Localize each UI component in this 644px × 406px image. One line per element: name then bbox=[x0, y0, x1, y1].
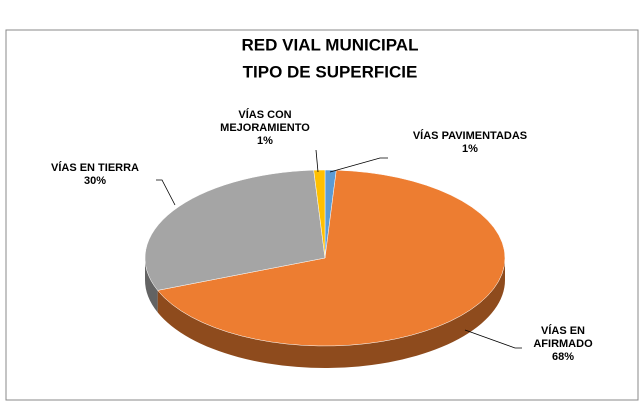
data-label: VÍAS PAVIMENTADAS 1% bbox=[412, 130, 528, 155]
chart-title: RED VIAL MUNICIPAL bbox=[242, 35, 419, 54]
leader-lines bbox=[156, 149, 522, 349]
chart-title: TIPO DE SUPERFICIE bbox=[243, 62, 418, 81]
data-label: VÍAS EN TIERRA 30% bbox=[50, 162, 139, 187]
data-label: VÍAS EN AFIRMADO 68% bbox=[533, 325, 593, 363]
slice bbox=[157, 169, 506, 347]
pie-tops bbox=[144, 169, 506, 347]
leader-line bbox=[156, 179, 176, 206]
slice bbox=[313, 169, 326, 259]
leader-line bbox=[315, 149, 319, 173]
pie-sides bbox=[145, 258, 505, 368]
slice bbox=[144, 169, 326, 291]
slice-side bbox=[145, 258, 158, 313]
leader-line bbox=[464, 329, 522, 349]
data-label: VÍAS CON MEJORAMIENTO 1% bbox=[220, 109, 310, 147]
leader-line bbox=[329, 157, 388, 173]
slice-side bbox=[157, 258, 505, 368]
